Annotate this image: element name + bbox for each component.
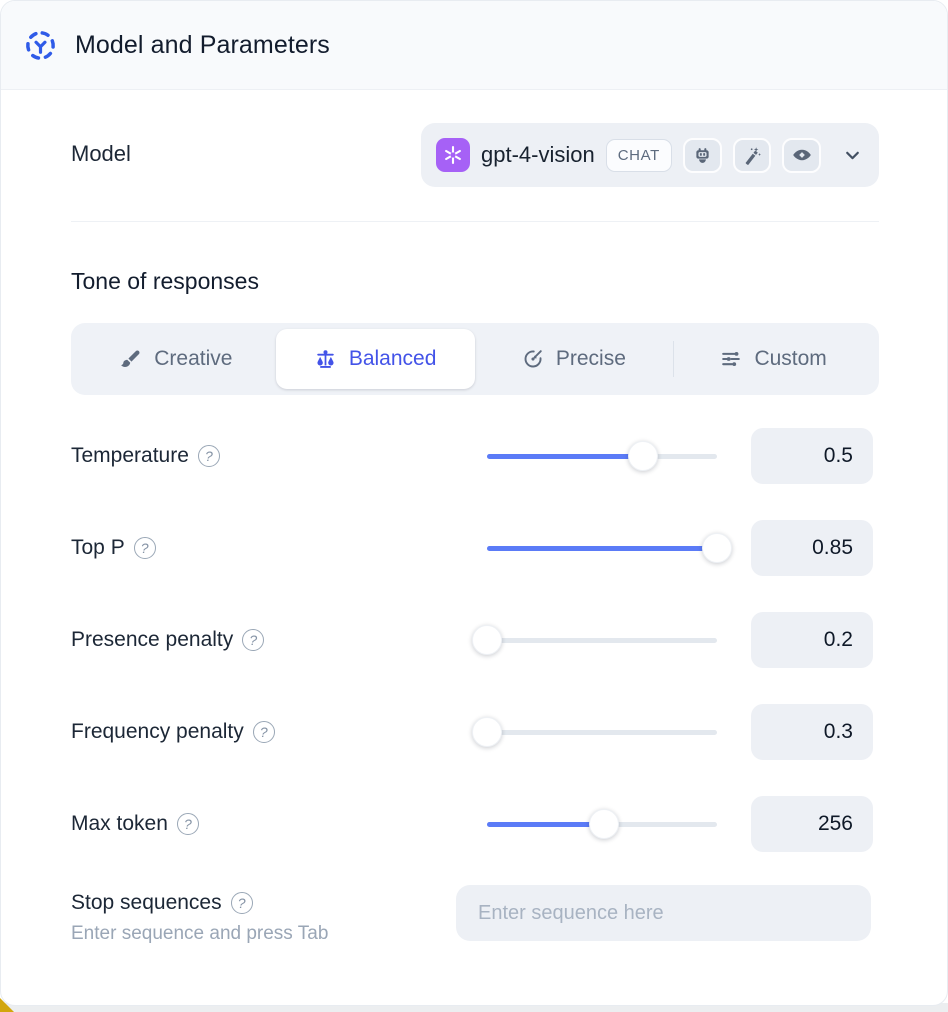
frequency-penalty-value[interactable]: 0.3 — [751, 704, 873, 760]
param-label: Top P — [71, 536, 125, 559]
section-divider — [71, 221, 879, 222]
chevron-down-icon — [842, 145, 863, 166]
page-background-strip — [0, 1003, 948, 1012]
slider-thumb[interactable] — [628, 441, 659, 471]
tone-option-label: Creative — [154, 347, 233, 370]
help-icon[interactable]: ? — [197, 445, 220, 467]
tone-heading: Tone of responses — [71, 268, 259, 294]
tone-segmented-control: Creative Balanced — [71, 323, 879, 395]
tone-option-creative[interactable]: Creative — [77, 329, 276, 389]
param-label: Presence penalty — [71, 628, 234, 651]
slider-thumb[interactable] — [472, 625, 502, 655]
tone-option-label: Balanced — [348, 347, 437, 370]
tone-option-balanced[interactable]: Balanced — [275, 329, 475, 389]
vision-eye-icon — [782, 137, 821, 173]
model-select-dropdown[interactable]: gpt-4-vision CHAT — [421, 123, 879, 187]
temperature-value[interactable]: 0.5 — [751, 428, 873, 484]
help-icon[interactable]: ? — [133, 537, 156, 559]
temperature-slider[interactable] — [487, 424, 717, 488]
slider-thumb[interactable] — [472, 717, 502, 747]
segment-divider — [673, 341, 675, 377]
presence-penalty-slider[interactable] — [472, 608, 717, 672]
tone-option-label: Precise — [555, 347, 626, 370]
slider-thumb[interactable] — [702, 533, 732, 563]
target-arrow-icon — [522, 348, 544, 370]
tone-option-precise[interactable]: Precise — [475, 329, 674, 389]
model-label: Model — [71, 141, 131, 166]
param-row-presence-penalty: Presence penalty ? 0.2 — [71, 608, 879, 672]
param-row-top-p: Top P ? 0.85 — [71, 516, 879, 580]
stop-sequence-input[interactable] — [456, 885, 871, 941]
top-p-slider[interactable] — [487, 516, 732, 580]
panel-header: Model and Parameters — [1, 1, 947, 90]
sliders-icon — [720, 348, 742, 370]
slider-track — [487, 637, 717, 643]
stop-sequences-hint: Enter sequence and press Tab — [71, 923, 329, 944]
max-token-slider[interactable] — [487, 792, 717, 856]
param-row-max-token: Max token ? 256 — [71, 792, 879, 856]
max-token-value[interactable]: 256 — [751, 796, 873, 852]
model-hub-icon — [23, 28, 57, 62]
presence-penalty-value[interactable]: 0.2 — [751, 612, 873, 668]
slider-fill — [487, 821, 605, 827]
stop-sequences-label: Stop sequences — [71, 891, 222, 914]
balance-scale-icon — [314, 348, 337, 371]
frequency-penalty-slider[interactable] — [472, 700, 717, 764]
slider-fill — [487, 545, 717, 551]
param-row-frequency-penalty: Frequency penalty ? 0.3 — [71, 700, 879, 764]
stop-sequences-row: Stop sequences ? Enter sequence and pres… — [71, 885, 879, 951]
openai-logo — [436, 138, 470, 172]
help-icon[interactable]: ? — [176, 813, 199, 835]
help-icon[interactable]: ? — [252, 721, 275, 743]
brush-icon — [120, 348, 142, 370]
help-icon[interactable]: ? — [230, 892, 253, 914]
param-label: Temperature — [71, 444, 189, 467]
param-label: Frequency penalty — [71, 720, 244, 743]
param-label: Max token — [71, 812, 168, 835]
help-icon[interactable]: ? — [242, 629, 265, 651]
magic-wand-icon — [732, 137, 772, 173]
slider-thumb[interactable] — [589, 809, 620, 839]
model-type-badge: CHAT — [605, 138, 672, 172]
slider-track — [487, 729, 717, 735]
slider-fill — [487, 453, 644, 459]
selected-model-name: gpt-4-vision — [481, 142, 595, 167]
top-p-value[interactable]: 0.85 — [751, 520, 873, 576]
robot-icon — [682, 137, 722, 173]
tone-option-custom[interactable]: Custom — [674, 329, 873, 389]
page-title: Model and Parameters — [75, 30, 330, 59]
param-row-temperature: Temperature ? 0.5 — [71, 424, 879, 488]
tone-option-label: Custom — [754, 347, 827, 370]
